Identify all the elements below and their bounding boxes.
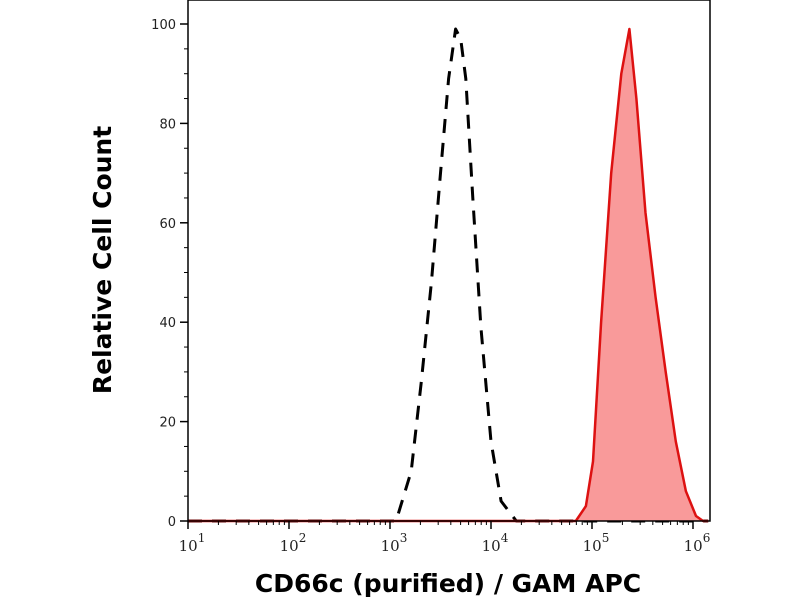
x-tick-exponent: 2 [299,531,307,545]
series-fill-1 [188,29,709,521]
x-tick-base: 10 [381,537,400,555]
x-tick-exponent: 4 [501,531,509,545]
x-tick-exponent: 3 [400,531,408,545]
series-line-0 [188,27,709,523]
y-tick-label: 40 [159,316,176,331]
x-tick-label: 104 [482,531,509,555]
x-tick-base: 10 [280,537,299,555]
x-tick-exponent: 6 [703,531,711,545]
x-tick-label: 101 [179,531,206,555]
y-axis-title: Relative Cell Count [88,126,117,394]
x-tick-base: 10 [179,537,198,555]
x-axis-title: CD66c (purified) / GAM APC [255,569,641,598]
x-tick-label: 106 [684,531,711,555]
y-tick-label: 100 [151,18,176,33]
series-line-1 [188,27,709,523]
x-tick-exponent: 5 [602,531,610,545]
x-tick-base: 10 [583,537,602,555]
y-tick-label: 20 [159,416,176,431]
x-tick-label: 103 [381,531,408,555]
x-tick-label: 105 [583,531,610,555]
x-tick-exponent: 1 [198,531,206,545]
plot-frame [187,0,711,522]
x-tick-label: 102 [280,531,307,555]
y-tick-label: 60 [159,217,176,232]
series-layer [188,27,709,523]
x-tick-base: 10 [482,537,501,555]
y-tick-label: 0 [168,515,176,530]
y-tick-label: 80 [159,117,176,132]
x-tick-base: 10 [684,537,703,555]
